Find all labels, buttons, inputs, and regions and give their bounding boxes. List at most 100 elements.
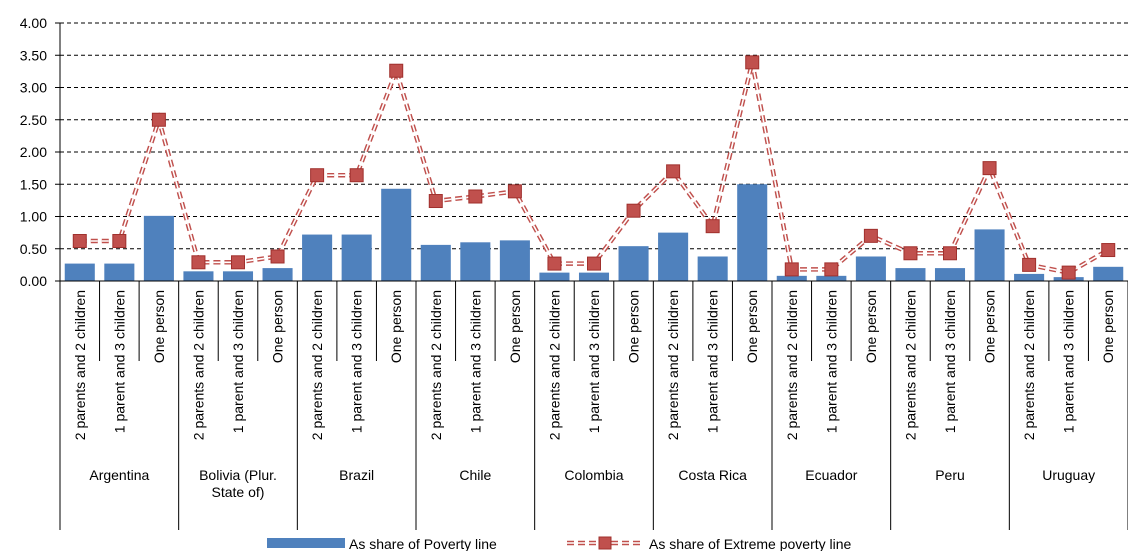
category-label: 2 parents and 2 children [72,290,88,440]
line-marker [112,234,127,249]
line-marker [903,246,918,261]
group-label: Peru [935,467,965,483]
bar [895,268,926,281]
line-marker [72,234,87,249]
y-axis: 0.00 0.50 1.00 1.50 2.00 2.50 3.00 3.50 4.00 [20,15,61,289]
bar [697,256,728,281]
bar [64,263,95,281]
bar [262,268,293,281]
line-marker [1101,243,1116,258]
category-label: 1 parent and 3 children [823,290,839,433]
legend-label-line: As share of Extreme poverty line [649,536,852,551]
y-tick-label: 1.00 [20,209,47,225]
bar [302,234,333,281]
bar [381,188,412,281]
y-tick-label: 3.00 [20,80,47,96]
category-label: One person [270,290,286,363]
y-tick-label: 1.50 [20,176,47,192]
bar-series-poverty-line [64,184,1124,281]
legend-swatch-bar [267,538,345,548]
line-marker [310,168,325,183]
bar [1093,266,1124,281]
x-axis: 2 parents and 2 children 1 parent and 3 c… [59,280,1128,530]
line-marker [428,194,443,209]
bar [974,229,1005,281]
legend-swatch-marker [598,536,612,550]
line-marker [863,228,878,243]
bar [1014,273,1045,281]
y-tick-label: 2.50 [20,112,47,128]
category-label: 2 parents and 2 children [190,290,206,440]
line-series-extreme-poverty-line [72,55,1116,280]
category-label: One person [863,290,879,363]
group-label: Chile [459,467,491,483]
line-marker [587,256,601,271]
y-tick-label: 0.50 [20,241,47,257]
line-marker [666,164,681,179]
line-marker [745,55,760,70]
group-label: State of) [212,484,265,500]
bar [420,244,451,281]
bar [737,184,768,281]
gridlines [60,22,1128,250]
category-label: 1 parent and 3 children [349,290,365,433]
line-marker [1022,257,1037,272]
category-label: 2 parents and 2 children [428,290,444,440]
bar [855,256,886,281]
line-marker [547,256,562,271]
bar [934,268,966,281]
category-label: One person [151,290,167,363]
line-marker [507,184,522,199]
line-marker [1061,265,1076,280]
y-tick-label: 0.00 [20,273,47,289]
group-label: Ecuador [805,467,857,483]
group-label: Bolivia (Plur. [199,467,277,483]
bar [658,232,689,281]
line-marker [943,246,957,261]
bar [222,271,254,281]
category-label: 1 parent and 3 children [230,290,246,433]
group-label: Uruguay [1042,467,1095,483]
y-tick-label: 2.00 [20,144,47,160]
legend-label-bar: As share of Poverty line [349,536,497,551]
line-marker [824,262,839,277]
line-marker [389,63,404,78]
line-marker [191,255,206,270]
group-label: Colombia [564,467,623,483]
category-label: One person [744,290,760,363]
line-marker [468,189,483,204]
bar [143,215,174,281]
line-marker [982,161,997,176]
category-label: 2 parents and 2 children [665,290,681,440]
legend: As share of Poverty line As share of Extr… [267,536,852,551]
line-path-outer [79,61,1110,275]
bar [183,271,214,281]
category-label: 2 parents and 2 children [902,290,918,440]
bar [816,275,847,281]
bar [499,240,530,281]
line-marker [151,112,166,127]
category-label: One person [507,290,523,363]
category-label: 1 parent and 3 children [586,290,602,433]
group-label: Argentina [89,467,149,483]
category-label: 1 parent and 3 children [1061,290,1077,433]
line-marker [231,255,245,270]
group-label: Brazil [339,467,374,483]
line-marker [626,203,641,218]
line-marker [349,168,364,183]
y-tick-label: 3.50 [20,47,47,63]
bar [776,275,807,281]
category-label: One person [388,290,404,363]
category-label: 2 parents and 2 children [309,290,325,440]
bar [618,246,649,281]
line-marker [705,219,720,234]
bar [341,234,372,281]
category-label: 1 parent and 3 children [111,290,127,433]
category-label: One person [982,290,998,363]
bar [578,272,610,281]
category-label: One person [626,290,642,363]
category-label: 1 parent and 3 children [705,290,721,433]
bar [460,242,491,281]
category-label: 2 parents and 2 children [784,290,800,440]
